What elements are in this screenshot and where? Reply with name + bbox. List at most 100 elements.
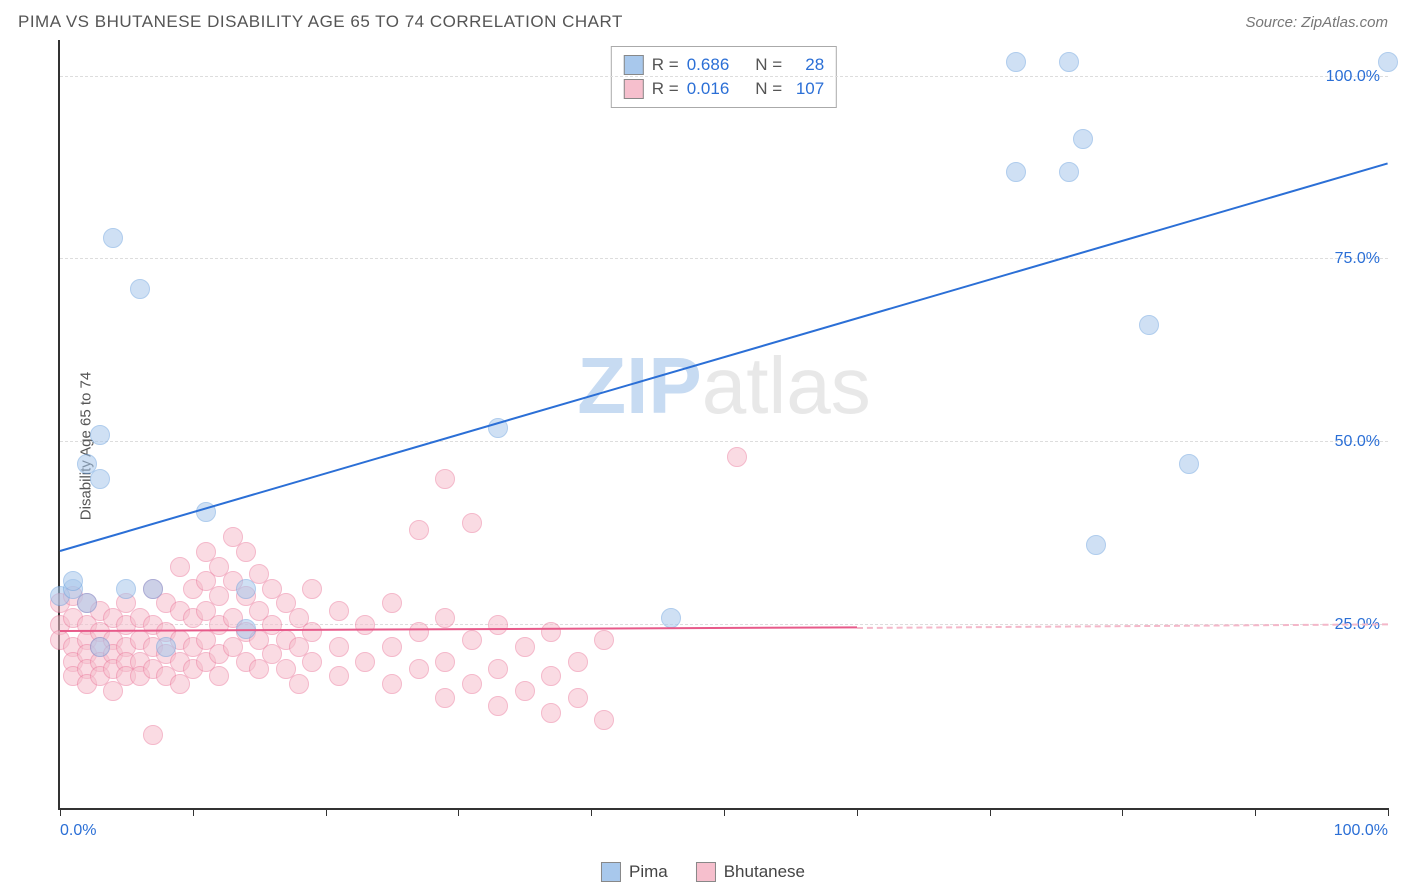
bhutanese-point xyxy=(170,557,190,577)
pima-point xyxy=(1073,129,1093,149)
bhutanese-point xyxy=(435,469,455,489)
pima-point xyxy=(1059,162,1079,182)
chart-header: PIMA VS BHUTANESE DISABILITY AGE 65 TO 7… xyxy=(0,0,1406,40)
n-value: 28 xyxy=(790,55,824,75)
bhutanese-point xyxy=(435,688,455,708)
legend-swatch xyxy=(624,79,644,99)
pima-point xyxy=(90,637,110,657)
xtick xyxy=(60,808,61,816)
ytick-label: 75.0% xyxy=(1335,250,1380,268)
bhutanese-point xyxy=(382,674,402,694)
pima-point xyxy=(1179,454,1199,474)
bhutanese-point xyxy=(594,630,614,650)
xtick xyxy=(857,808,858,816)
bhutanese-point xyxy=(594,710,614,730)
r-value: 0.016 xyxy=(687,79,730,99)
bhutanese-point xyxy=(329,601,349,621)
bhutanese-point xyxy=(435,652,455,672)
bhutanese-point xyxy=(302,579,322,599)
pima-point xyxy=(143,579,163,599)
n-label: N = xyxy=(755,55,782,75)
pima-point xyxy=(236,579,256,599)
bhutanese-point xyxy=(727,447,747,467)
pima-point xyxy=(661,608,681,628)
pima-point xyxy=(1006,162,1026,182)
bhutanese-point xyxy=(302,652,322,672)
legend-label: Bhutanese xyxy=(724,862,805,882)
xtick xyxy=(193,808,194,816)
xtick xyxy=(591,808,592,816)
gridline xyxy=(60,76,1388,77)
scatter-chart: ZIPatlas R =0.686N =28R =0.016N =107 25.… xyxy=(58,40,1388,810)
r-label: R = xyxy=(652,79,679,99)
r-value: 0.686 xyxy=(687,55,730,75)
legend-swatch xyxy=(601,862,621,882)
bhutanese-point xyxy=(488,696,508,716)
pima-point xyxy=(103,228,123,248)
xtick xyxy=(1388,808,1389,816)
legend-stat-row: R = 0.016 N = 107 xyxy=(624,77,824,101)
bhutanese-point xyxy=(435,608,455,628)
legend-stat-row: R = 0.686 N = 28 xyxy=(624,53,824,77)
xtick xyxy=(458,808,459,816)
pima-point xyxy=(63,571,83,591)
bhutanese-point xyxy=(236,542,256,562)
correlation-legend: R = 0.686 N = 28 R = 0.016 N = 107 xyxy=(611,46,837,108)
bhutanese-point xyxy=(409,659,429,679)
xtick-label: 0.0% xyxy=(60,822,96,840)
xtick xyxy=(724,808,725,816)
r-label: R = xyxy=(652,55,679,75)
bhutanese-point xyxy=(515,637,535,657)
bhutanese-point xyxy=(143,725,163,745)
series-legend: Pima Bhutanese xyxy=(601,862,805,882)
bhutanese-point xyxy=(329,637,349,657)
xtick xyxy=(326,808,327,816)
gridline xyxy=(60,258,1388,259)
bhutanese-point xyxy=(302,622,322,642)
source-attribution: Source: ZipAtlas.com xyxy=(1245,14,1388,31)
n-label: N = xyxy=(755,79,782,99)
bhutanese-point xyxy=(209,666,229,686)
legend-item: Bhutanese xyxy=(696,862,805,882)
trend-line xyxy=(60,162,1389,552)
legend-swatch xyxy=(696,862,716,882)
pima-point xyxy=(1086,535,1106,555)
legend-swatch xyxy=(624,55,644,75)
xtick xyxy=(990,808,991,816)
pima-point xyxy=(1006,52,1026,72)
bhutanese-point xyxy=(382,593,402,613)
pima-point xyxy=(116,579,136,599)
bhutanese-point xyxy=(355,615,375,635)
bhutanese-point xyxy=(462,513,482,533)
bhutanese-point xyxy=(462,674,482,694)
bhutanese-point xyxy=(409,622,429,642)
pima-point xyxy=(90,469,110,489)
gridline xyxy=(60,441,1388,442)
pima-point xyxy=(130,279,150,299)
bhutanese-point xyxy=(541,666,561,686)
xtick xyxy=(1255,808,1256,816)
legend-item: Pima xyxy=(601,862,668,882)
bhutanese-point xyxy=(462,630,482,650)
pima-point xyxy=(1378,52,1398,72)
bhutanese-point xyxy=(541,622,561,642)
xtick xyxy=(1122,808,1123,816)
bhutanese-point xyxy=(355,652,375,672)
pima-point xyxy=(1139,315,1159,335)
bhutanese-point xyxy=(329,666,349,686)
bhutanese-point xyxy=(541,703,561,723)
bhutanese-point xyxy=(382,637,402,657)
legend-label: Pima xyxy=(629,862,668,882)
bhutanese-point xyxy=(409,520,429,540)
pima-point xyxy=(1059,52,1079,72)
xtick-label: 100.0% xyxy=(1334,822,1388,840)
pima-point xyxy=(90,425,110,445)
ytick-label: 50.0% xyxy=(1335,433,1380,451)
bhutanese-point xyxy=(488,615,508,635)
ytick-label: 100.0% xyxy=(1326,68,1380,86)
bhutanese-point xyxy=(515,681,535,701)
chart-title: PIMA VS BHUTANESE DISABILITY AGE 65 TO 7… xyxy=(18,12,623,32)
n-value: 107 xyxy=(790,79,824,99)
bhutanese-point xyxy=(289,674,309,694)
bhutanese-point xyxy=(568,652,588,672)
